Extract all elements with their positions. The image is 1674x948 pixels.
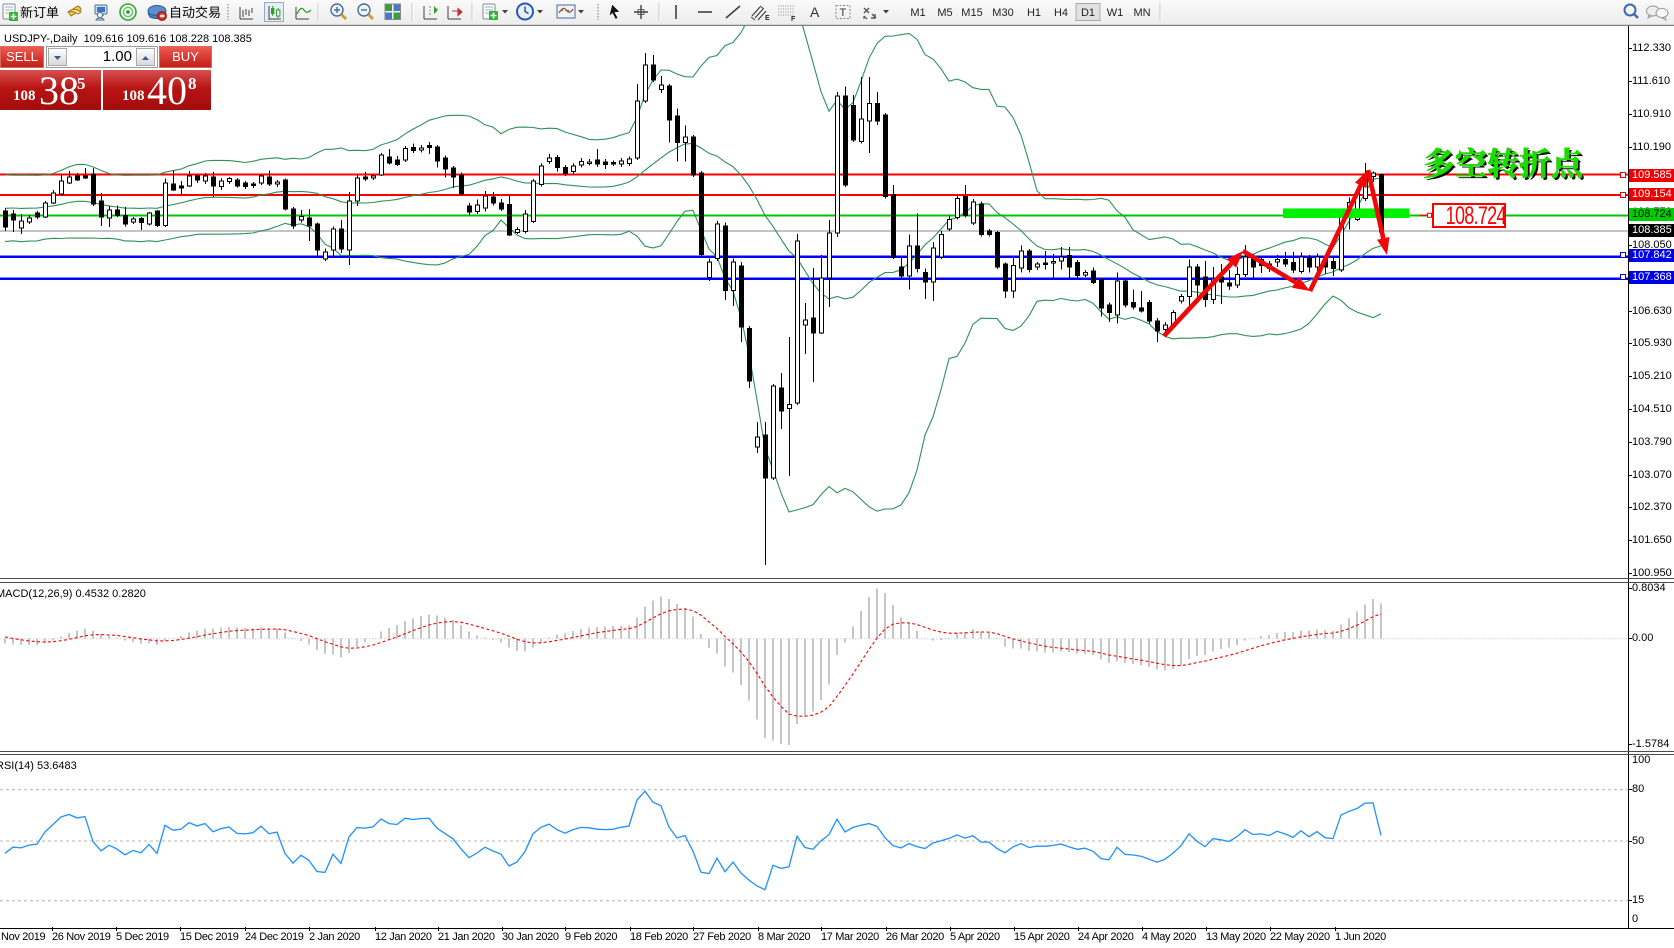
svg-text:H4: H4 <box>1054 7 1068 19</box>
svg-text:F: F <box>791 16 796 23</box>
svg-text:M1: M1 <box>910 7 925 19</box>
svg-text:A: A <box>810 4 820 20</box>
svg-text:H1: H1 <box>1027 7 1041 19</box>
svg-text:M5: M5 <box>937 7 952 19</box>
svg-text:M15: M15 <box>961 7 982 19</box>
svg-text:E: E <box>765 15 770 22</box>
svg-text:MN: MN <box>1133 7 1150 19</box>
svg-text:D1: D1 <box>1081 7 1095 19</box>
svg-text:T: T <box>840 7 847 19</box>
svg-text:M30: M30 <box>992 7 1013 19</box>
svg-text:W1: W1 <box>1107 7 1124 19</box>
